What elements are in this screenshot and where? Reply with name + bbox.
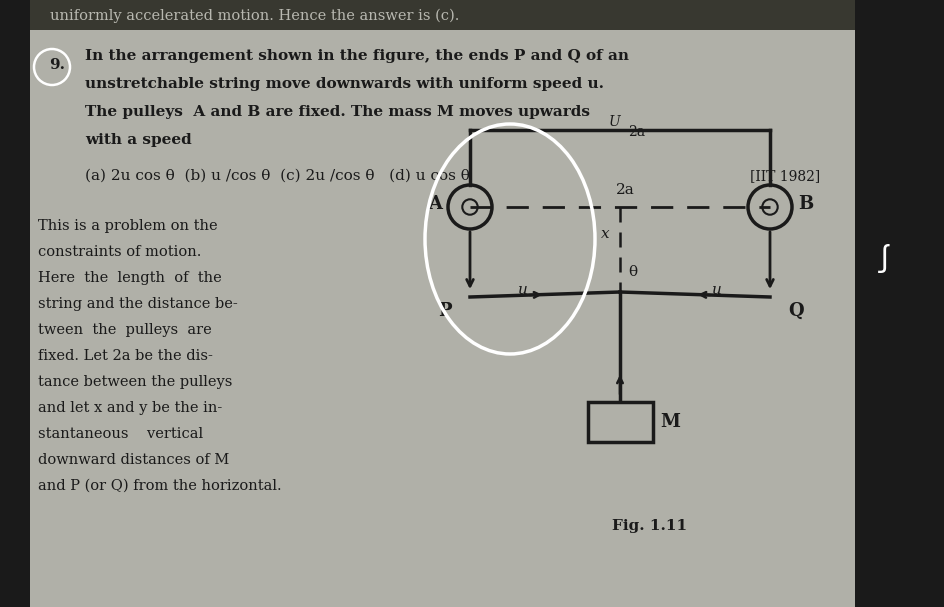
Text: and P (or Q) from the horizontal.: and P (or Q) from the horizontal. (38, 479, 281, 493)
Text: and let x and y be the in-: and let x and y be the in- (38, 401, 222, 415)
Text: [IIT 1982]: [IIT 1982] (750, 169, 820, 183)
Text: stantaneous    vertical: stantaneous vertical (38, 427, 203, 441)
Text: Here  the  length  of  the: Here the length of the (38, 271, 222, 285)
Text: Fig. 1.11: Fig. 1.11 (613, 519, 687, 533)
Text: u: u (712, 282, 722, 296)
Text: A: A (428, 195, 442, 213)
Text: x: x (601, 228, 610, 242)
Text: B: B (798, 195, 813, 213)
Text: In the arrangement shown in the figure, the ends P and Q of an: In the arrangement shown in the figure, … (85, 49, 629, 63)
Text: This is a problem on the: This is a problem on the (38, 219, 218, 233)
Text: constraints of motion.: constraints of motion. (38, 245, 201, 259)
Text: 2a: 2a (615, 183, 634, 197)
Bar (30, 0, 855, 607)
Text: with a speed: with a speed (85, 133, 192, 147)
Text: P: P (438, 302, 452, 320)
Text: θ: θ (628, 265, 637, 279)
Text: U: U (609, 115, 621, 129)
Text: unstretchable string move downwards with uniform speed u.: unstretchable string move downwards with… (85, 77, 604, 91)
Text: 9.: 9. (49, 58, 65, 72)
Text: downward distances of M: downward distances of M (38, 453, 229, 467)
Text: u: u (518, 282, 528, 296)
Text: (a) 2u cos θ  (b) u /cos θ  (c) 2u /cos θ   (d) u cos θ: (a) 2u cos θ (b) u /cos θ (c) 2u /cos θ … (85, 169, 470, 183)
Bar (855, 0, 944, 607)
Text: Q: Q (788, 302, 803, 320)
Text: uniformly accelerated motion. Hence the answer is (c).: uniformly accelerated motion. Hence the … (50, 9, 460, 23)
Bar (30, 0, 855, 30)
Text: tance between the pulleys: tance between the pulleys (38, 375, 232, 389)
Text: M: M (660, 413, 680, 431)
Text: The pulleys  A and B are fixed. The mass M moves upwards: The pulleys A and B are fixed. The mass … (85, 105, 590, 119)
Text: string and the distance be-: string and the distance be- (38, 297, 238, 311)
Text: 2a: 2a (628, 125, 645, 139)
Text: fixed. Let 2a be the dis-: fixed. Let 2a be the dis- (38, 349, 213, 363)
Bar (588, 402, 653, 442)
Text: tween  the  pulleys  are: tween the pulleys are (38, 323, 211, 337)
Text: ʃ: ʃ (880, 243, 890, 271)
